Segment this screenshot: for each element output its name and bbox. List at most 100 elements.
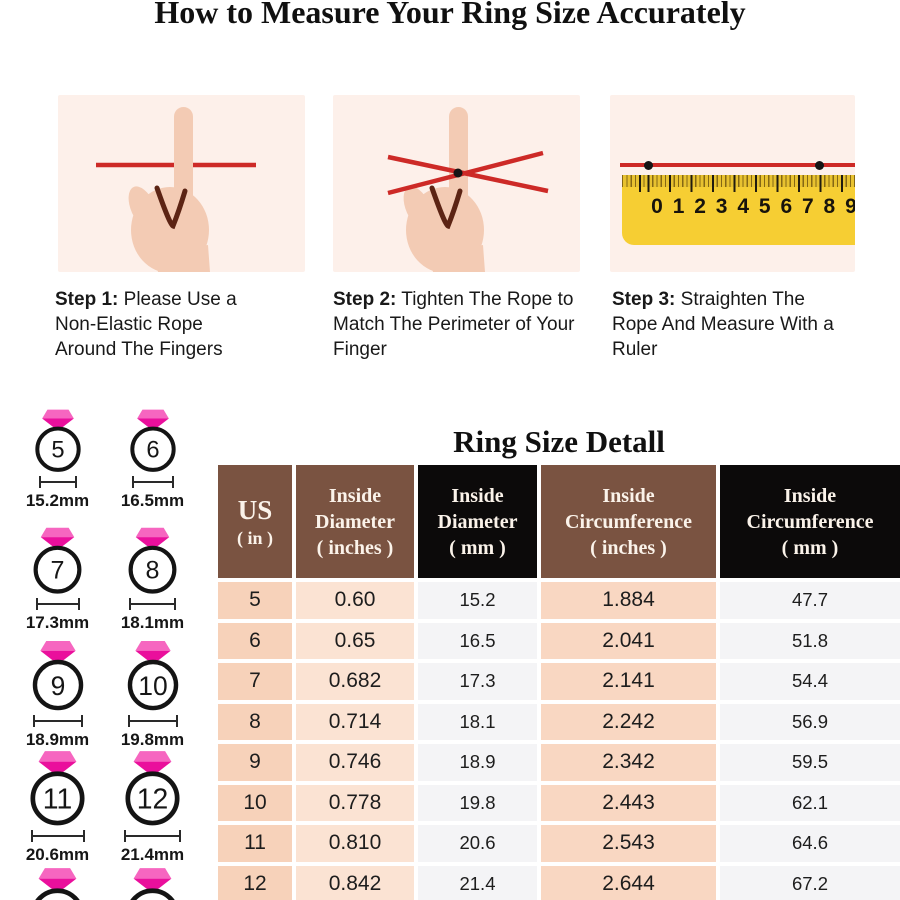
hand-rope-crossed-icon <box>387 95 549 272</box>
ruler-numbers: 0 1 2 3 4 5 6 7 8 9 <box>651 195 855 218</box>
step2-image <box>333 95 580 272</box>
ring-size-table: US ( in ) Inside Diameter ( inches ) Ins… <box>218 465 900 900</box>
ring-item-size10: 10 19.8mm <box>100 638 205 750</box>
table-cell: 6 <box>218 622 292 659</box>
table-cell: 0.842 <box>296 865 414 900</box>
ring-item-size7: 7 17.3mm <box>5 525 110 633</box>
diamond-icon <box>134 640 171 651</box>
diamond-icon <box>38 868 77 879</box>
ring-size-number: 5 <box>51 437 64 464</box>
ring-item-size8: 8 18.1mm <box>100 525 205 633</box>
ring-item-size5: 5 15.2mm <box>5 407 110 511</box>
table-cell: 0.65 <box>296 622 414 659</box>
table-cell: 67.2 <box>720 865 900 900</box>
table-cell: 47.7 <box>720 582 900 619</box>
measure-line <box>35 597 80 610</box>
step3-caption: Step 3: Straighten The Rope And Measure … <box>612 289 834 360</box>
step2-caption: Step 2: Tighten The Rope to Match The Pe… <box>333 289 575 360</box>
ring-diameter-label: 21.4mm <box>120 844 185 864</box>
table-header-us: US ( in ) <box>218 465 292 578</box>
ring-icon: 5 <box>34 409 81 472</box>
table-cell: 0.714 <box>296 703 414 740</box>
ring-size-number: 11 <box>43 783 72 815</box>
step3-label: Step 3: <box>612 289 676 310</box>
table-cell: 20.6 <box>418 825 537 862</box>
ring-size-number: 6 <box>146 437 159 464</box>
table-cell: 8 <box>218 703 292 740</box>
table-cell: 7 <box>218 663 292 700</box>
table-header-circumference-mm: Inside Circumference ( mm ) <box>720 465 900 578</box>
ring-diameter-label: 16.5mm <box>120 491 185 511</box>
step3-image: 0 1 2 3 4 5 6 7 8 9 <box>610 95 855 272</box>
step2-label: Step 2: <box>333 289 397 310</box>
table-cell: 2.342 <box>541 744 716 781</box>
ring-icon <box>35 868 80 900</box>
ring-item-size9: 9 18.9mm <box>5 638 110 750</box>
table-cell: 21.4 <box>418 865 537 900</box>
ring-diameter-label: 18.9mm <box>25 729 90 749</box>
diamond-icon <box>41 409 74 419</box>
rope-line <box>620 163 855 167</box>
table-cell: 2.041 <box>541 622 716 659</box>
table-cell: 59.5 <box>720 744 900 781</box>
table-header-diameter-inches: Inside Diameter ( inches ) <box>296 465 414 578</box>
ring-item-size6: 6 16.5mm <box>100 407 205 511</box>
ring-icon: 6 <box>129 409 176 472</box>
measure-line <box>127 714 178 727</box>
step1-caption: Step 1: Please Use a Non-Elastic Rope Ar… <box>55 289 237 360</box>
table-cell: 9 <box>218 744 292 781</box>
table-title: Ring Size Detall <box>453 424 665 459</box>
table-cell: 18.1 <box>418 703 537 740</box>
measure-line <box>131 476 174 489</box>
hand-icon <box>128 107 210 272</box>
table-cell: 2.443 <box>541 784 716 821</box>
ring-item-size12: 12 21.4mm <box>100 748 205 865</box>
table-cell: 64.6 <box>720 825 900 862</box>
diamond-icon <box>133 751 172 762</box>
ring-icon: 10 <box>127 640 178 711</box>
hand-rope-straight-icon <box>96 107 256 272</box>
table-cell: 1.884 <box>541 582 716 619</box>
diamond-icon <box>133 868 172 879</box>
table-cell: 51.8 <box>720 622 900 659</box>
table-cell: 0.778 <box>296 784 414 821</box>
ring-icon: 12 <box>125 751 180 826</box>
ring-icon: 8 <box>128 527 177 594</box>
diamond-icon <box>40 527 75 538</box>
ring-size-number: 12 <box>137 783 169 815</box>
diamond-icon <box>135 527 170 538</box>
table-cell: 0.682 <box>296 663 414 700</box>
rope-line <box>387 150 544 196</box>
ring-item-partial <box>100 865 205 900</box>
ring-diameter-label: 18.1mm <box>120 612 185 632</box>
ring-icon: 7 <box>33 527 82 594</box>
table-cell: 2.242 <box>541 703 716 740</box>
measure-line <box>124 829 181 842</box>
ring-size-number: 8 <box>146 557 160 585</box>
table-cell: 2.644 <box>541 865 716 900</box>
table-cell: 11 <box>218 825 292 862</box>
table-cell: 16.5 <box>418 622 537 659</box>
ring-size-number: 7 <box>51 557 65 585</box>
measure-line <box>32 714 83 727</box>
ring-diameter-label: 17.3mm <box>25 612 90 632</box>
table-cell: 0.60 <box>296 582 414 619</box>
table-cell: 12 <box>218 865 292 900</box>
table-cell: 19.8 <box>418 784 537 821</box>
measure-line <box>129 597 176 610</box>
ring-item-partial <box>5 865 110 900</box>
diamond-icon <box>39 640 76 651</box>
table-cell: 0.746 <box>296 744 414 781</box>
table-header-circumference-inches: Inside Circumference ( inches ) <box>541 465 716 578</box>
ring-icon: 9 <box>32 640 83 711</box>
diamond-icon <box>136 409 169 419</box>
ring-size-number: 10 <box>138 671 167 701</box>
rope-end-dot <box>815 161 824 170</box>
page-title: How to Measure Your Ring Size Accurately <box>154 0 746 30</box>
rope-end-dot <box>644 161 653 170</box>
measure-line <box>38 476 77 489</box>
ruler-icon: 0 1 2 3 4 5 6 7 8 9 <box>622 175 855 245</box>
table-cell: 62.1 <box>720 784 900 821</box>
measure-line <box>30 829 85 842</box>
